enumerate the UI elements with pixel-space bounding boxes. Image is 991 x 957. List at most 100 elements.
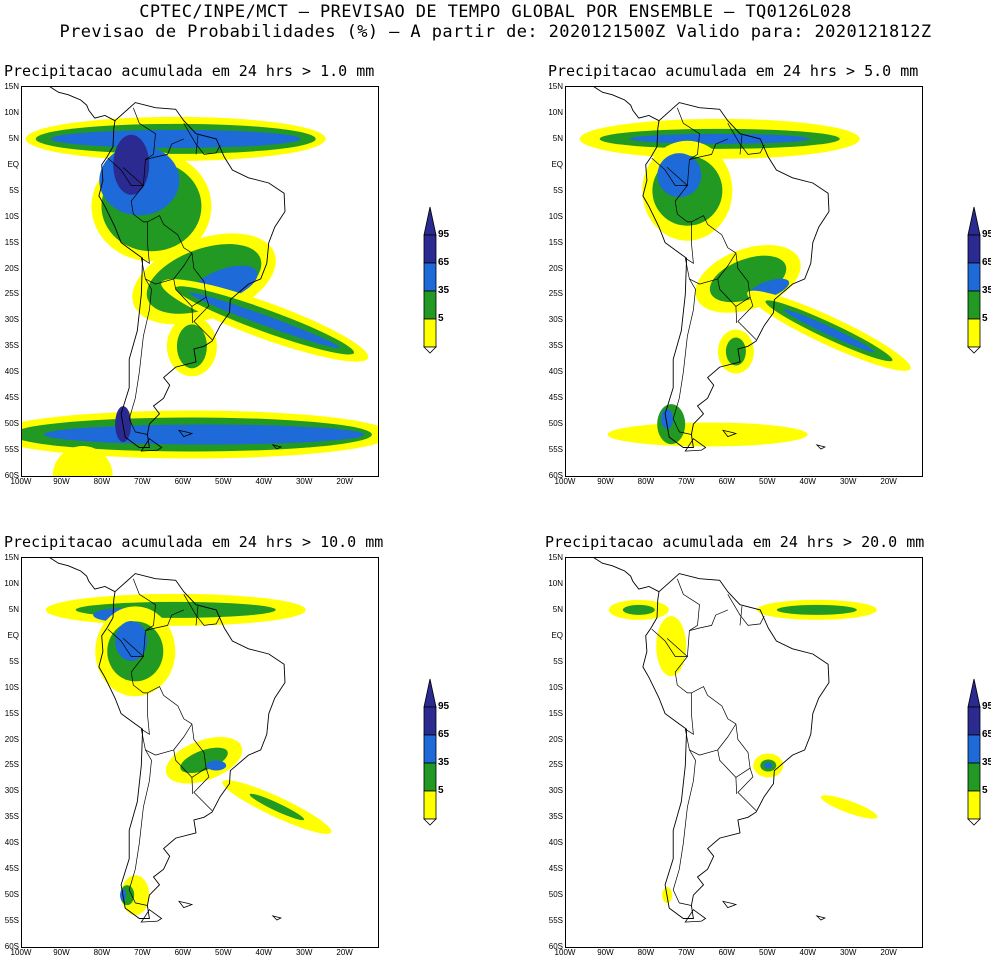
island-outline [684,438,707,452]
colorbar-segment [423,790,437,820]
lat-tick-label: 55S [548,445,563,455]
lon-tick-label: 50W [215,948,232,957]
lat-tick-label: 15S [548,708,563,718]
country-border [183,123,221,155]
lon-tick-label: 70W [134,948,151,957]
lat-tick-label: 45S [4,864,19,874]
lat-tick-label: 50S [4,890,19,900]
country-border [132,107,156,160]
coastline [98,573,286,919]
colorbar-segment [967,762,981,792]
colorbar-level-label: 95 [438,701,450,712]
lat-tick-label: 30S [548,315,563,325]
lat-tick-label: 45S [548,864,563,874]
lat-tick-label: 40S [548,367,563,377]
country-border [191,306,194,324]
lat-tick-label: 10S [548,211,563,221]
country-border [674,138,757,340]
map-canvas [593,558,878,923]
lon-tick-label: 80W [637,477,655,486]
map-canvas [45,558,332,923]
lon-tick-label: 70W [134,477,151,486]
lat-tick-label: 25S [4,760,19,770]
lon-tick-label: 100W [10,477,32,486]
lon-tick-label: 60W [174,477,192,486]
panel-1-colorbar: 95 65 35 5 [418,205,480,355]
island-outline [815,915,827,921]
panel-3-title: Precipitacao acumulada em 24 hrs > 10.0 … [4,533,384,551]
lat-tick-label: 25S [4,289,19,299]
colorbar-bottom-arrow [967,818,981,826]
colorbar-top-arrow [423,678,437,708]
colorbar-segment [967,734,981,764]
lon-tick-label: 30W [839,948,857,957]
lat-tick-label: 55S [548,916,563,926]
lat-tick-label: 35S [548,341,563,351]
header-line-2: Previsao de Probabilidades (%) – A parti… [59,22,932,42]
island-outline [271,444,283,450]
country-border [717,278,751,307]
lat-tick-label: 15S [548,237,563,247]
lon-tick-label: 70W [678,948,695,957]
lon-tick-label: 90W [597,477,614,486]
lon-tick-label: 90W [53,948,70,957]
country-border [672,258,696,435]
lat-tick-label: 50S [548,890,563,900]
precip-shading [22,116,378,476]
lat-tick-label: 15S [4,237,19,247]
lat-tick-label: 40S [548,838,563,848]
lon-tick-label: 30W [839,477,857,486]
lon-tick-label: 20W [880,477,897,486]
lat-tick-label: 5N [552,604,563,614]
country-border [173,749,207,778]
colorbar-segment [423,234,437,264]
coastline [49,87,116,122]
lat-tick-label: 55S [4,916,19,926]
colorbar-graphic [967,678,981,826]
lon-tick-label: 20W [880,948,897,957]
lat-tick-label: 5N [8,604,19,614]
country-border [685,692,694,735]
panel-4-map [565,557,923,948]
lat-tick-label: 50S [4,419,19,429]
map-canvas [579,87,911,452]
colorbar-level-label: 65 [982,257,991,268]
lat-tick-label: 35S [4,341,19,351]
lat-tick-label: 40S [4,838,19,848]
colorbar-level-label: 5 [438,785,444,796]
coastline [593,558,660,593]
precip-shading [45,593,332,916]
colorbar-top-arrow [967,678,981,708]
coastline [98,102,286,448]
lat-tick-label: 20S [4,734,19,744]
lon-tick-label: 100W [554,948,576,957]
lat-tick-label: EQ [551,630,563,640]
country-border [141,221,150,264]
panel-2-colorbar: 95 65 35 5 [962,205,991,355]
lat-tick-label: 5S [553,185,563,195]
lon-tick-label: 40W [255,477,272,486]
island-outline [178,429,194,438]
colorbar-segment [423,706,437,736]
country-border [739,606,743,626]
lat-tick-label: 5S [9,656,19,666]
lat-tick-label: 35S [4,812,19,822]
country-border [191,777,194,795]
lat-tick-label: 15N [548,82,563,91]
colorbar-segment [423,290,437,320]
island-outline [271,915,283,921]
country-border [130,138,213,340]
lat-tick-label: 15N [4,553,19,562]
country-border [735,777,738,795]
lon-tick-label: 40W [799,477,816,486]
country-border [717,749,751,778]
colorbar-graphic [423,206,437,354]
lat-tick-label: 35S [548,812,563,822]
header-line-1: CPTEC/INPE/MCT – PREVISAO DE TEMPO GLOBA… [139,2,852,22]
lon-tick-label: 70W [678,477,695,486]
lat-tick-label: 45S [548,393,563,403]
country-border [685,221,694,264]
panel-4-title: Precipitacao acumulada em 24 hrs > 20.0 … [545,533,925,551]
island-outline [722,429,738,438]
colorbar-segment [423,762,437,792]
